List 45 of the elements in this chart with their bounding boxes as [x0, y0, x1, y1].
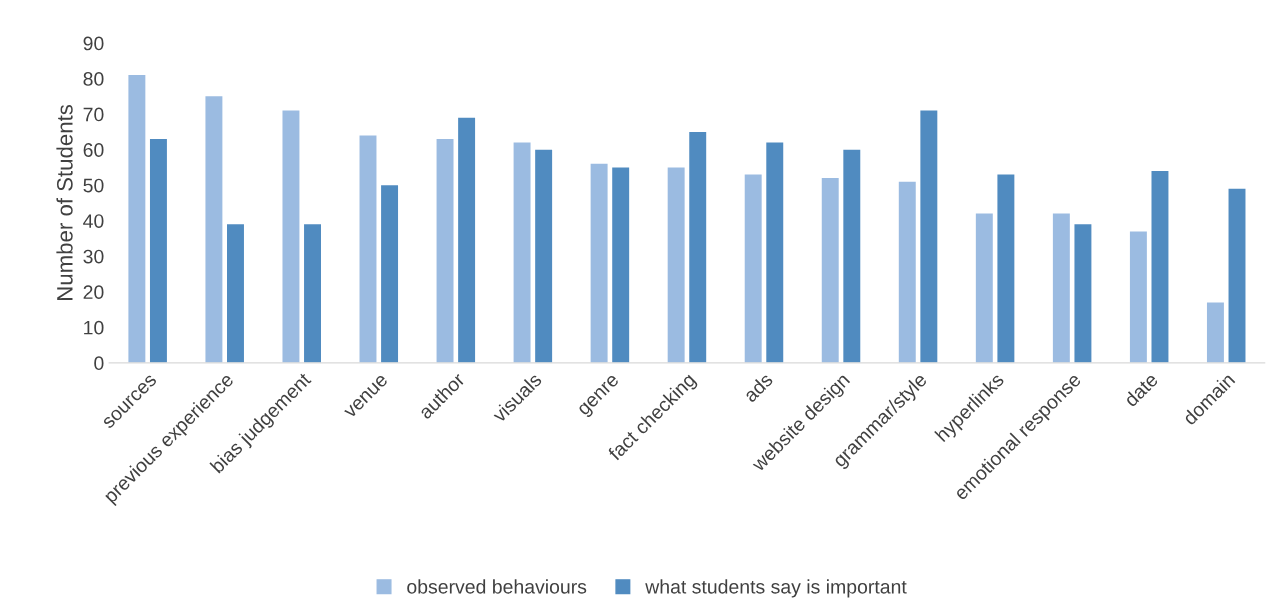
y-tick-label: 90	[83, 36, 104, 51]
bar	[381, 185, 399, 363]
bar	[1151, 170, 1169, 363]
bar	[975, 213, 993, 363]
bar	[1206, 302, 1224, 363]
bar	[821, 178, 839, 363]
bar	[744, 174, 762, 363]
bar	[128, 75, 146, 363]
y-axis-title: Number of Students	[56, 104, 73, 300]
x-tick-label: date	[1123, 371, 1159, 408]
bar	[612, 167, 630, 363]
bar	[436, 138, 454, 363]
bar	[1052, 213, 1070, 363]
bar	[843, 149, 861, 363]
y-tick-label: 70	[83, 107, 104, 122]
bar	[535, 149, 553, 363]
bar	[359, 135, 377, 363]
y-tick-label: 30	[83, 249, 104, 264]
bar	[149, 138, 167, 363]
bar	[590, 163, 608, 363]
y-tick-label: 20	[83, 285, 104, 300]
bar	[282, 110, 300, 363]
bar	[304, 224, 321, 363]
bar	[513, 142, 531, 363]
x-tick-label: ads	[742, 371, 774, 403]
bar	[920, 110, 938, 363]
bar	[1228, 188, 1246, 363]
bar	[1129, 231, 1147, 363]
y-tick-label: 10	[84, 320, 104, 335]
bar	[766, 142, 784, 363]
y-tick-label: 0	[94, 356, 104, 371]
bar	[689, 131, 707, 363]
legend-label: what students say is important	[645, 579, 907, 598]
y-tick-label: 60	[83, 143, 104, 157]
y-tick-label: 50	[83, 178, 104, 193]
legend-label: observed behaviours	[407, 579, 587, 594]
bar	[898, 181, 916, 363]
y-tick-label: 80	[83, 72, 104, 86]
y-tick-label: 40	[83, 214, 104, 228]
bar	[667, 167, 685, 363]
bar	[205, 96, 223, 363]
bar	[1074, 224, 1092, 363]
bar	[997, 174, 1015, 363]
bar	[458, 117, 476, 363]
bar	[227, 224, 244, 363]
